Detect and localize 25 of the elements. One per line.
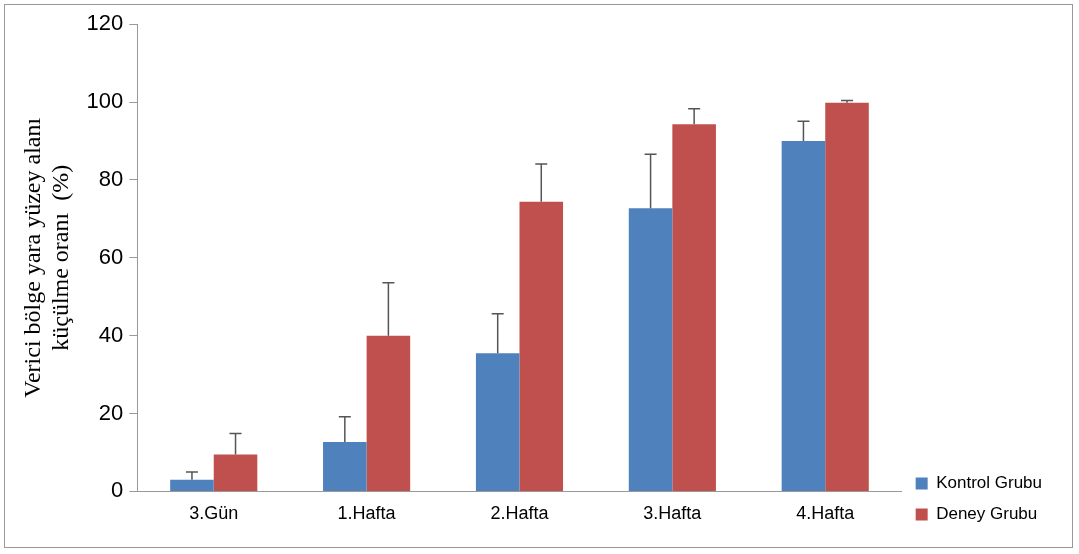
bar — [628, 208, 673, 491]
bar — [366, 335, 411, 491]
y-tick-label: 20 — [98, 399, 124, 425]
bar — [213, 454, 258, 491]
y-tick-label: 60 — [98, 243, 124, 269]
x-tick-label: 2.Hafta — [490, 503, 550, 524]
x-tick-label: 1.Hafta — [337, 503, 397, 524]
y-tick-label: 40 — [98, 321, 124, 347]
bar — [170, 479, 214, 491]
y-tick-label: 80 — [98, 166, 124, 191]
legend-label: Deney Grubu — [936, 504, 1038, 524]
y-tick-label: 120 — [86, 10, 124, 36]
x-tick-label: 3.Gün — [189, 503, 239, 524]
legend-label: Kontrol Grubu — [936, 473, 1043, 493]
bar — [519, 201, 564, 491]
y-axis-title: Verici bölge yara yüzey alanı küçülme oranı (%) — [18, 117, 74, 398]
bar — [323, 441, 367, 491]
bar — [781, 141, 826, 491]
y-tick-label: 0 — [111, 477, 124, 503]
x-tick-label: 4.Hafta — [796, 503, 856, 524]
bar — [825, 102, 869, 491]
bar — [672, 124, 716, 491]
y-tick-label: 100 — [86, 88, 124, 114]
x-tick-label: 3.Hafta — [643, 503, 703, 524]
bar — [475, 353, 520, 491]
